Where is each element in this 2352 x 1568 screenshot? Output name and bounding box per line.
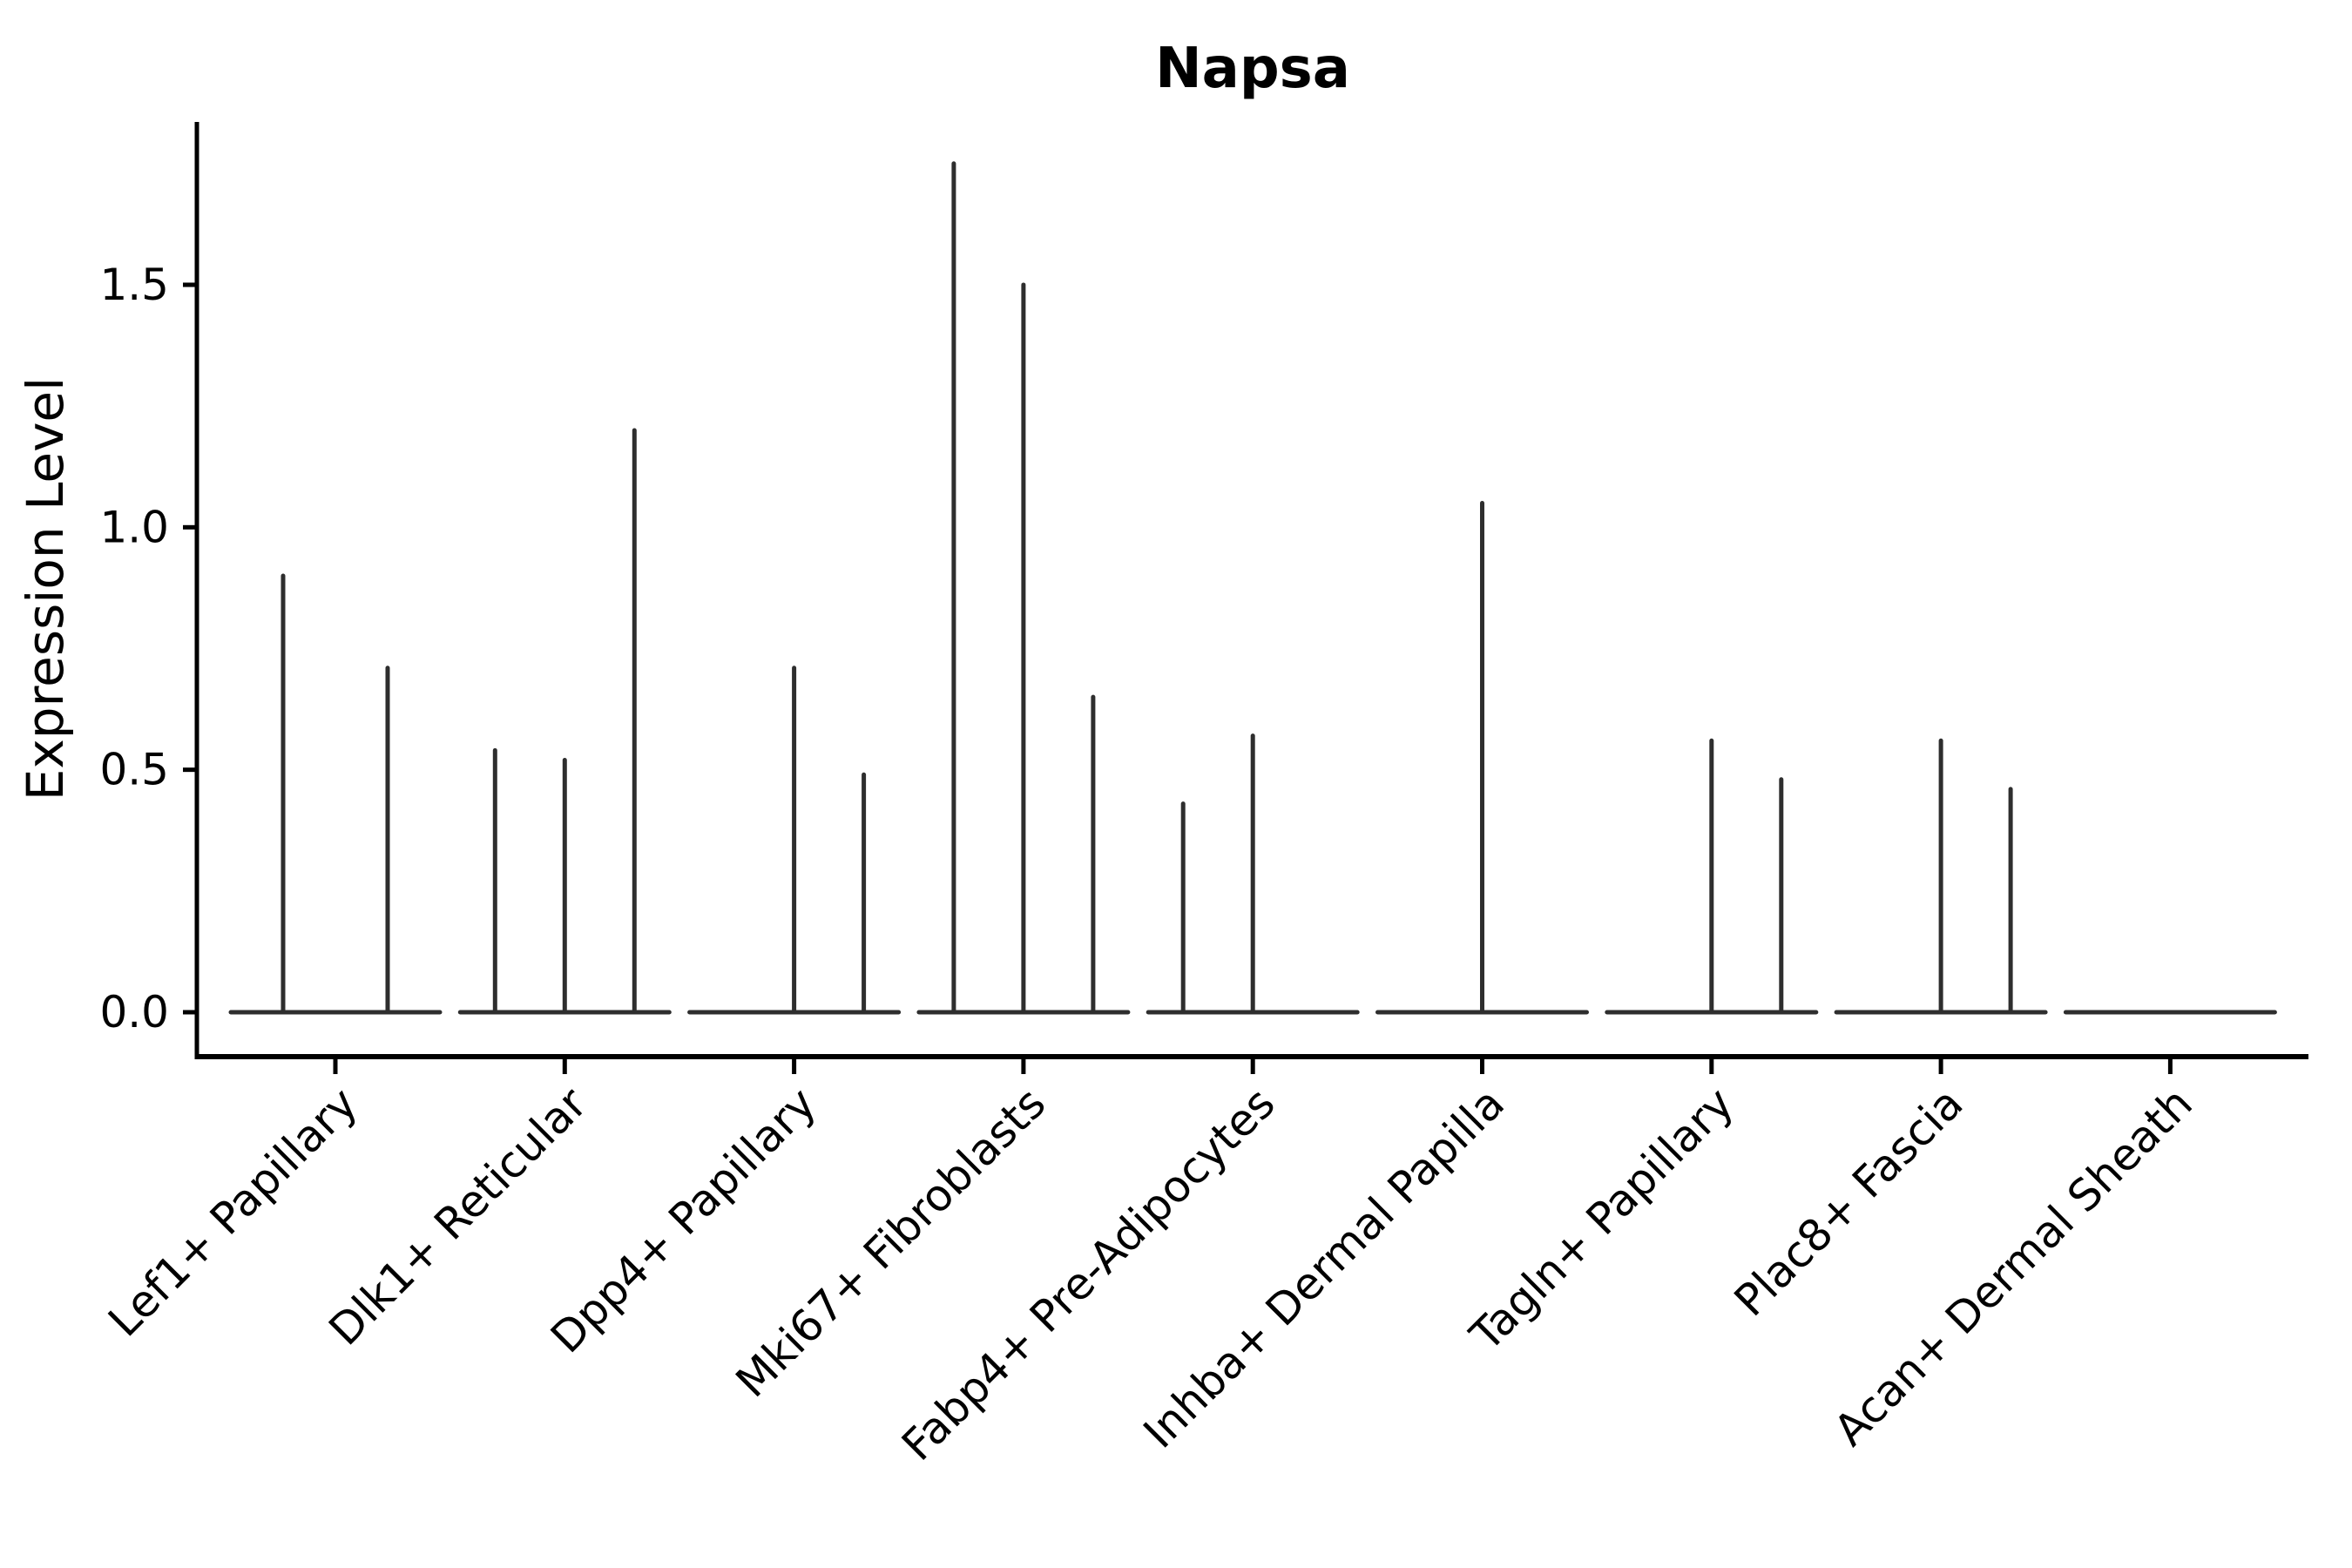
y-tick-label: 0.5 (99, 745, 169, 795)
y-tick-label: 1.5 (99, 260, 169, 310)
axes-layer (183, 122, 2308, 1074)
y-axis-label: Expression Level (16, 377, 75, 801)
y-tick-label: 1.0 (99, 502, 169, 552)
x-tick-label: Fabp4+ Pre-Adipocytes (892, 1078, 1285, 1470)
x-tick-label: Lef1+ Papillary (98, 1078, 367, 1346)
y-tick-label: 0.0 (99, 987, 169, 1037)
x-tick-label: Plac8+ Fascia (1725, 1078, 1973, 1326)
violins-layer (228, 161, 2277, 1015)
plot-title: Napsa (1155, 37, 1350, 101)
